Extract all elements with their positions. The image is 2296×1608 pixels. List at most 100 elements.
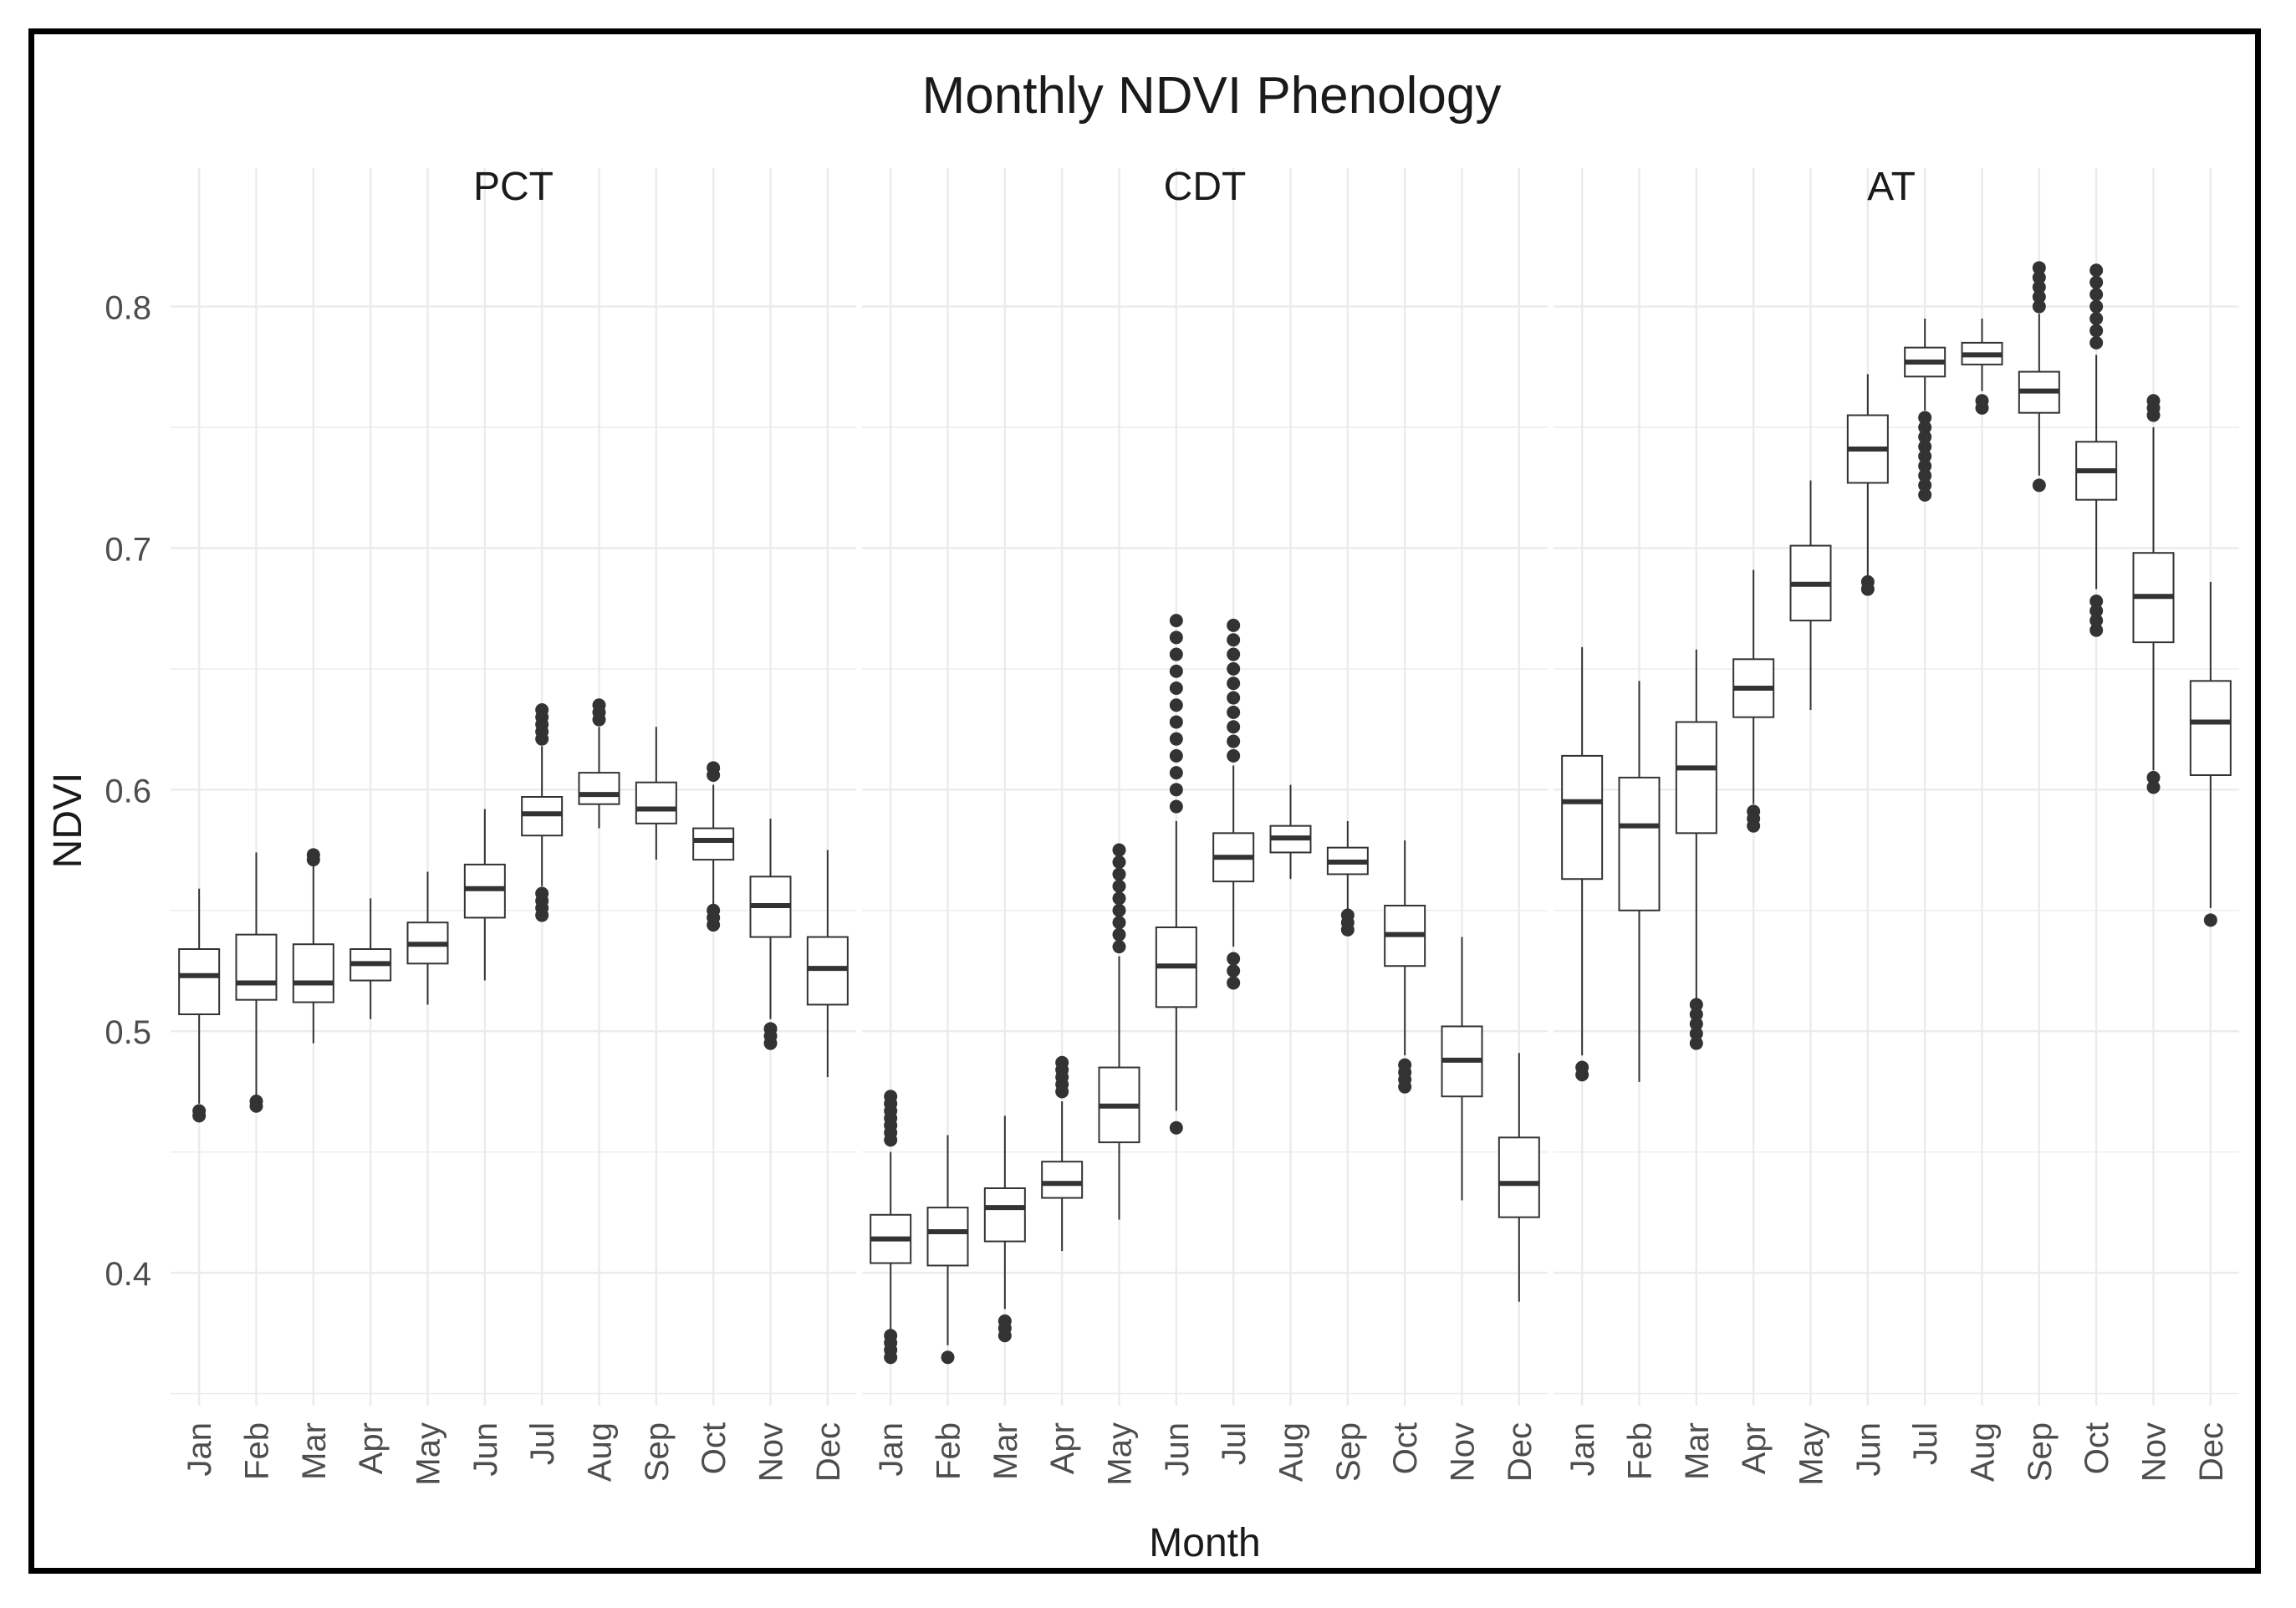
outlier-point: [707, 761, 721, 775]
box-iqr: [2189, 680, 2232, 776]
outlier-point: [1169, 614, 1183, 628]
y-axis-title: NDVI: [46, 773, 90, 869]
box-pct-mar: [292, 848, 334, 1044]
outlier-point: [1340, 908, 1355, 922]
x-tick-label: Mar: [987, 1422, 1024, 1480]
outlier-point: [2032, 478, 2046, 493]
x-tick-label: Oct: [696, 1422, 732, 1474]
outlier-point: [2089, 604, 2104, 618]
x-tick-label: Aug: [1273, 1422, 1310, 1482]
outlier-point: [1169, 748, 1183, 763]
x-tick-label: Mar: [1679, 1422, 1716, 1480]
outlier-point: [2032, 299, 2046, 314]
x-tick-label: Sep: [639, 1422, 676, 1482]
x-tick-label: Jul: [1907, 1422, 1944, 1465]
outlier-point: [1747, 804, 1761, 819]
outlier-point: [1918, 478, 1932, 493]
chart-frame: Monthly NDVI Phenology PCT CDT AT Month …: [28, 28, 2261, 1574]
outlier-point: [1918, 449, 1932, 463]
box-pct-sep: [635, 727, 677, 860]
box-pct-feb: [235, 852, 278, 1113]
y-tick-label: 0.7: [105, 531, 151, 568]
outlier-point: [1227, 720, 1241, 734]
outlier-point: [1918, 468, 1932, 482]
outlier-point: [1689, 1008, 1703, 1021]
outlier-point: [2146, 770, 2161, 784]
outlier-point: [1918, 411, 1932, 425]
outlier-point: [707, 903, 721, 917]
outlier-point: [1227, 633, 1241, 647]
outlier-point: [1112, 916, 1126, 930]
x-tick-label: Sep: [1330, 1422, 1367, 1482]
outlier-point: [2032, 270, 2046, 284]
panel-title-at: AT: [1867, 165, 1916, 209]
outlier-point: [763, 1022, 778, 1036]
outlier-point: [1918, 430, 1932, 444]
box-cdt-mar: [983, 1115, 1026, 1343]
outlier-point: [1169, 799, 1183, 814]
box-at-apr: [1732, 569, 1775, 833]
x-tick-label: Jul: [1216, 1422, 1253, 1465]
box-cdt-jun: [1155, 614, 1197, 1135]
x-tick-label: Aug: [582, 1422, 619, 1482]
chart: Monthly NDVI Phenology PCT CDT AT Month …: [46, 67, 2239, 1565]
outlier-point: [1112, 891, 1126, 906]
box-at-nov: [2132, 394, 2175, 794]
x-tick-label: Jun: [1159, 1422, 1196, 1477]
outlier-point: [306, 853, 320, 867]
panel-title-cdt: CDT: [1164, 165, 1247, 209]
box-cdt-feb: [926, 1135, 969, 1365]
outlier-point: [1227, 661, 1241, 676]
outlier-point: [1689, 1027, 1703, 1041]
box-pct-apr: [350, 898, 392, 1019]
outlier-point: [1227, 676, 1241, 691]
outlier-point: [1112, 867, 1126, 881]
marks-layer: [178, 261, 2232, 1365]
box-at-oct: [2075, 263, 2118, 637]
outlier-point: [2089, 312, 2104, 325]
box-cdt-nov: [1441, 937, 1483, 1201]
outlier-point: [997, 1314, 1012, 1328]
outlier-point: [2089, 288, 2104, 302]
outlier-point: [249, 1099, 263, 1113]
box-iqr: [178, 948, 221, 1015]
outlier-point: [1227, 705, 1241, 719]
x-tick-label: Feb: [239, 1422, 276, 1480]
outlier-point: [1689, 1036, 1703, 1050]
box-at-aug: [1961, 319, 2003, 415]
outlier-point: [1227, 691, 1241, 705]
x-tick-label: Dec: [2193, 1422, 2230, 1482]
box-iqr: [578, 772, 620, 805]
box-iqr: [235, 933, 278, 1001]
x-tick-label: Jul: [524, 1422, 561, 1465]
outlier-point: [1227, 748, 1241, 763]
box-cdt-oct: [1384, 840, 1426, 1094]
outlier-point: [535, 886, 549, 901]
outlier-point: [1227, 964, 1241, 978]
box-iqr: [1498, 1136, 1540, 1218]
box-pct-jan: [178, 888, 221, 1123]
outlier-point: [2089, 324, 2104, 338]
outlier-point: [1112, 843, 1126, 857]
box-cdt-aug: [1269, 784, 1312, 880]
box-cdt-jul: [1212, 618, 1255, 990]
box-iqr: [292, 943, 334, 1003]
outlier-point: [2089, 275, 2104, 289]
x-tick-label: Mar: [296, 1422, 333, 1480]
outlier-point: [1169, 664, 1183, 678]
x-tick-label: Nov: [1445, 1422, 1482, 1482]
outlier-point: [1169, 715, 1183, 729]
box-iqr: [983, 1187, 1026, 1243]
x-tick-label: Apr: [1736, 1422, 1773, 1474]
outlier-point: [1689, 998, 1703, 1012]
box-pct-aug: [578, 698, 620, 829]
box-pct-oct: [692, 761, 735, 932]
outlier-point: [1112, 940, 1126, 954]
x-tick-label: Dec: [1502, 1422, 1538, 1482]
x-tick-label: Jan: [181, 1422, 218, 1477]
outlier-point: [1055, 1055, 1069, 1069]
panel-title-pct: PCT: [473, 165, 554, 209]
outlier-point: [2089, 614, 2104, 628]
x-tick-label: Feb: [1622, 1422, 1659, 1480]
box-at-feb: [1618, 681, 1661, 1082]
